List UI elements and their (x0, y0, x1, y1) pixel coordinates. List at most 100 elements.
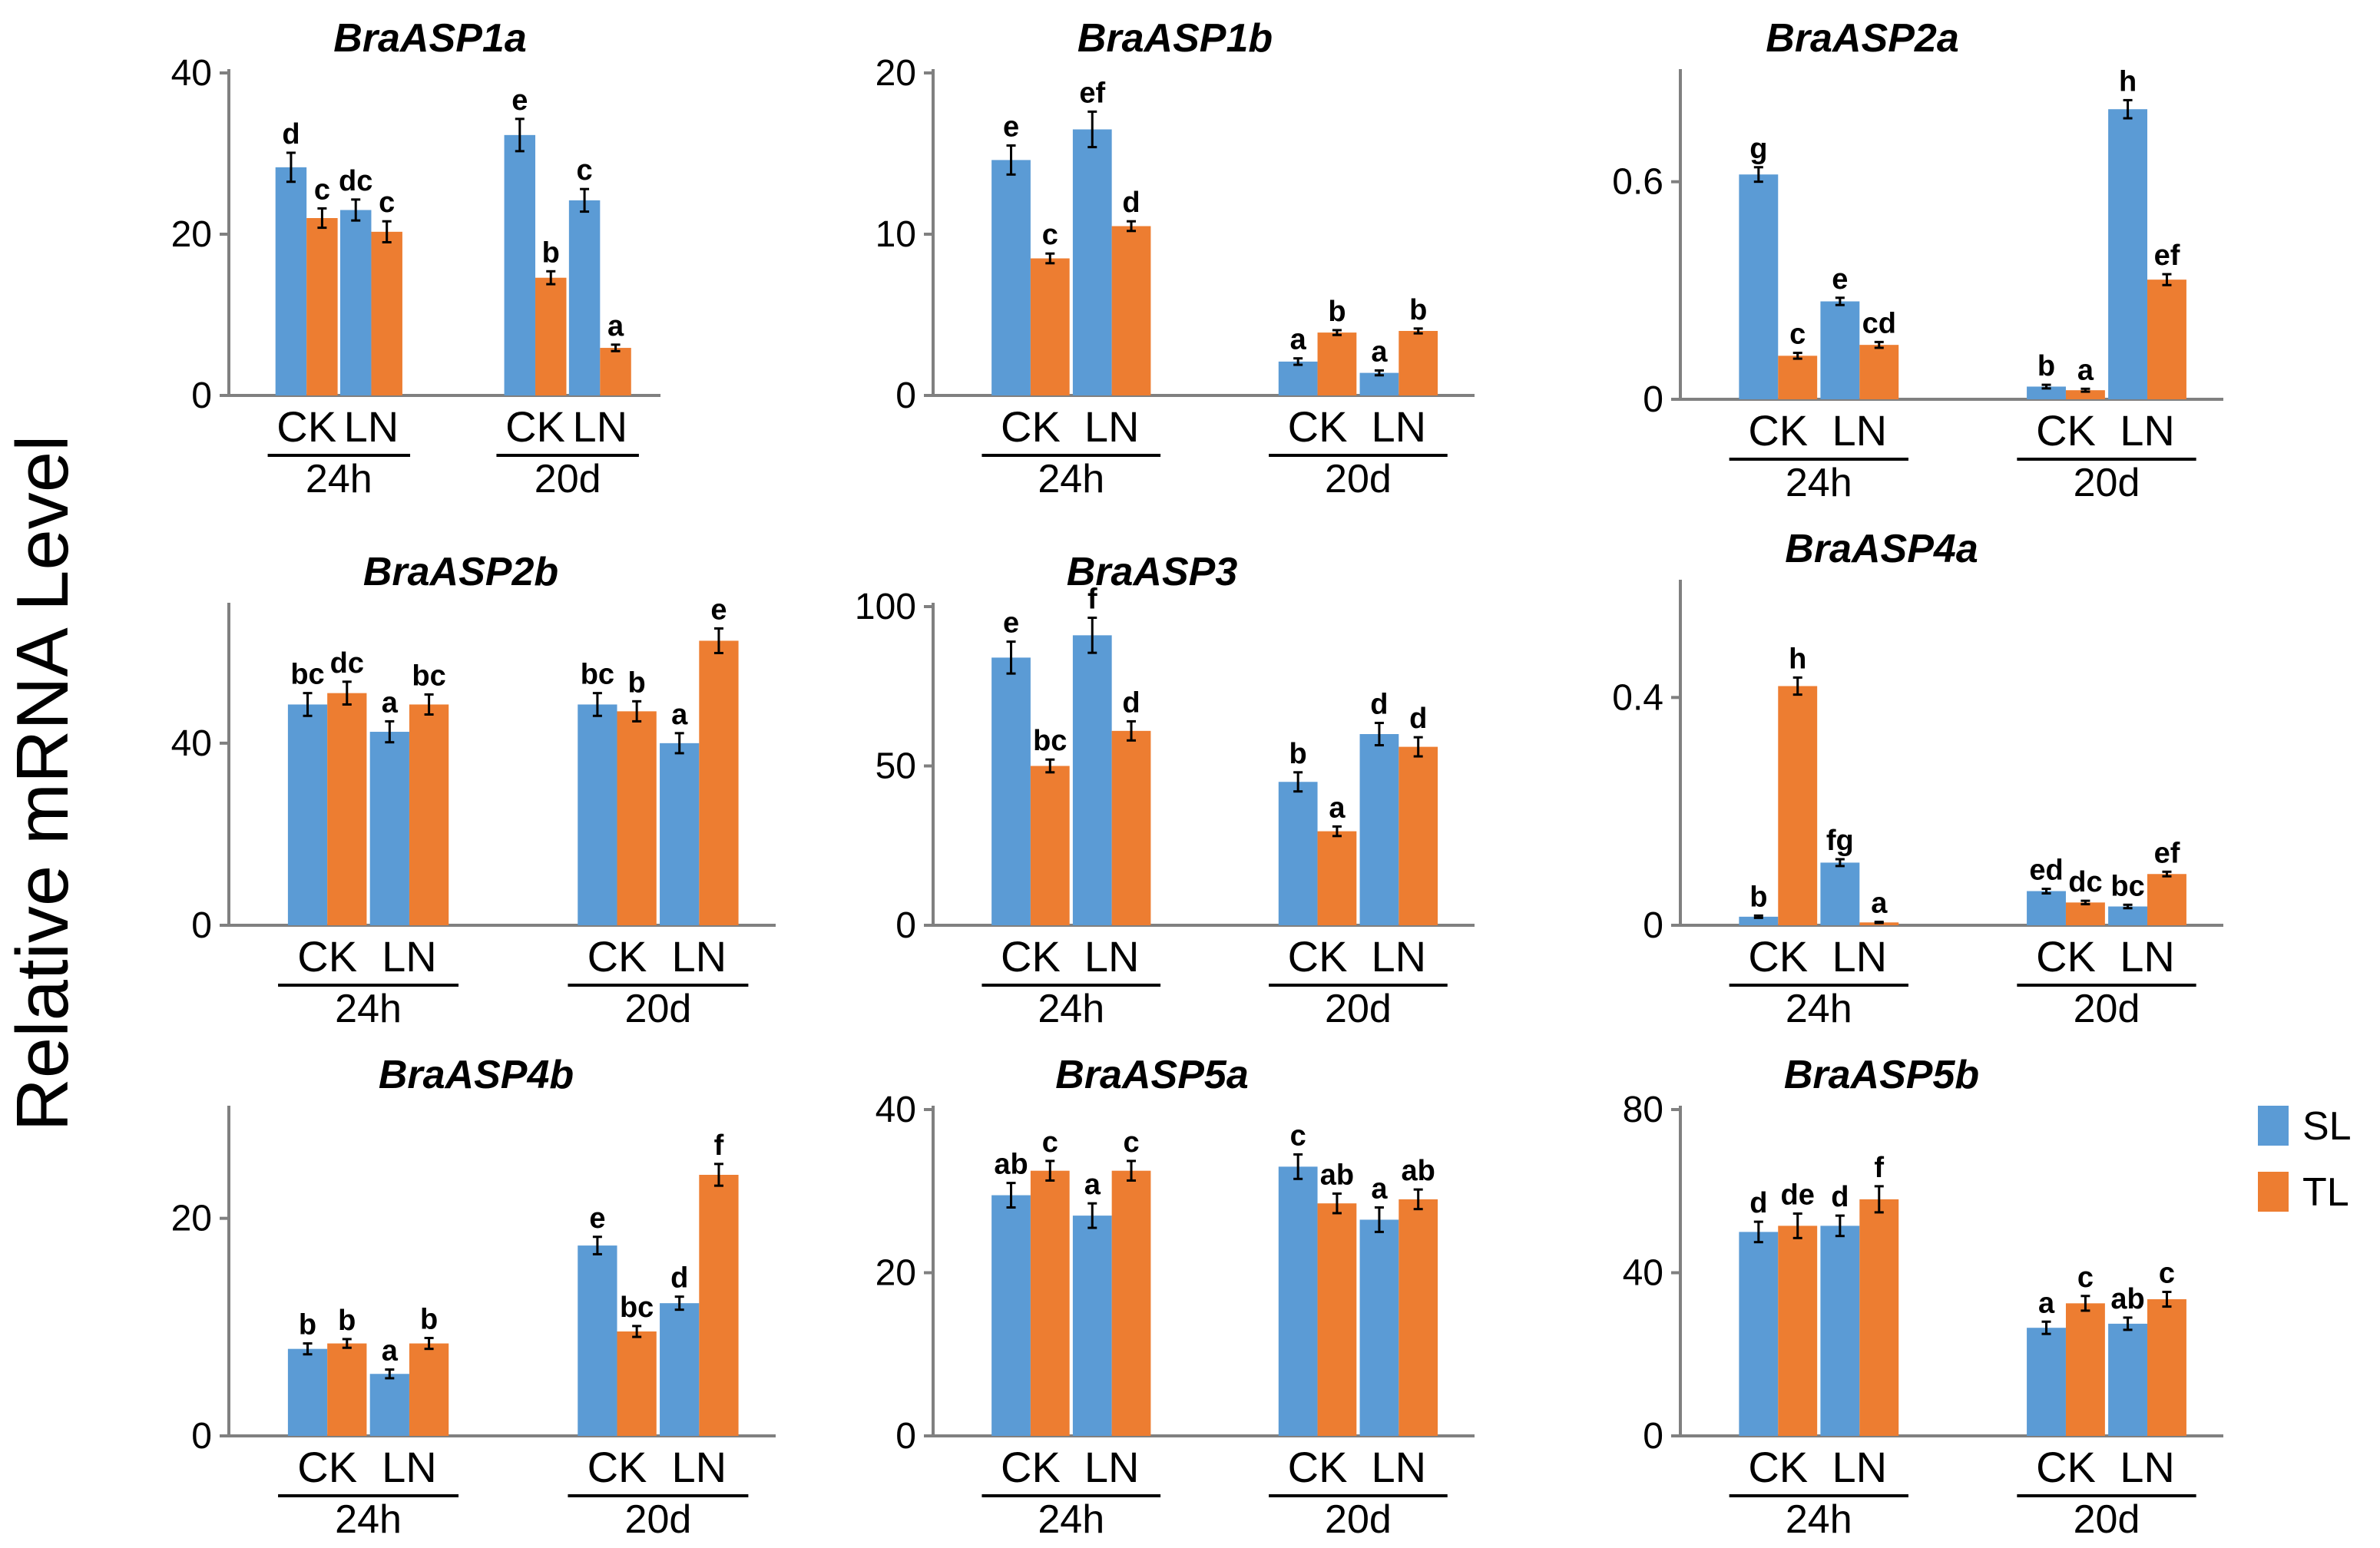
significance-letter: dc (339, 165, 372, 197)
category-label: CK (505, 402, 565, 451)
y-tick-label: 20 (876, 1253, 916, 1294)
bar-sl (275, 167, 307, 395)
significance-letter: b (420, 1304, 438, 1336)
panel-title: BraASP1a (333, 16, 526, 61)
significance-letter: a (1084, 1169, 1101, 1201)
bar-tl (535, 277, 567, 395)
time-group-label: 24h (1038, 987, 1104, 1031)
category-label: LN (672, 932, 727, 981)
time-group-label: 20d (1325, 987, 1392, 1031)
bar-sl (339, 210, 372, 395)
bar-tl (1030, 258, 1070, 395)
category-label: LN (1832, 932, 1888, 981)
bar-sl (1820, 301, 1860, 399)
bar-tl (1778, 686, 1818, 925)
panel-title: BraASP5a (1055, 1053, 1248, 1097)
bar-tl (1859, 345, 1899, 399)
category-label: CK (1748, 1443, 1808, 1491)
category-label: LN (344, 402, 399, 451)
y-tick-label: 0 (1643, 905, 1663, 946)
y-tick-label: 40 (876, 1090, 916, 1130)
significance-letter: bc (620, 1292, 654, 1324)
category-label: LN (382, 932, 437, 981)
bar-tl (327, 1343, 367, 1436)
bar-tl (306, 218, 338, 395)
bar-sl (1278, 782, 1318, 925)
legend-swatch-sl (2258, 1106, 2289, 1146)
category-label: LN (1084, 1443, 1140, 1491)
bar-sl (991, 657, 1031, 925)
significance-letter: de (1781, 1179, 1815, 1211)
y-tick-label: 50 (876, 746, 916, 787)
bar-sl (2027, 1328, 2066, 1436)
significance-letter: e (710, 594, 727, 626)
significance-letter: d (1122, 686, 1140, 719)
significance-letter: c (1123, 1126, 1139, 1159)
significance-letter: e (1003, 111, 1019, 144)
bar-tl (1778, 356, 1818, 399)
category-label: CK (1288, 402, 1348, 451)
significance-letter: b (628, 666, 646, 699)
category-label: LN (1372, 1443, 1427, 1491)
y-tick-label: 0.6 (1612, 162, 1663, 203)
bar-sl (1072, 635, 1112, 925)
significance-letter: e (1832, 263, 1848, 296)
significance-letter: ed (2029, 855, 2063, 887)
bar-tl (617, 1331, 657, 1436)
category-label: LN (573, 402, 628, 451)
legend-swatch-tl (2258, 1172, 2289, 1212)
time-group-label: 24h (1786, 461, 1852, 505)
panel-BraASP3: BraASP3 0 50 100 e f b d bc d a d CK LN CK LN 24h 20d (855, 550, 1475, 1031)
bar-tl (371, 231, 402, 395)
y-tick-label: 0 (895, 1416, 916, 1457)
significance-letter: bc (2110, 870, 2144, 902)
category-label: LN (2120, 1443, 2175, 1491)
bar-sl (1820, 1226, 1860, 1436)
legend-label: SL (2302, 1104, 2352, 1149)
panel-title: BraASP2a (1766, 16, 1958, 61)
bar-sl (287, 704, 328, 925)
category-label: LN (2120, 406, 2175, 455)
significance-letter: g (1749, 133, 1767, 165)
category-label: CK (297, 932, 357, 981)
y-tick-label: 0.4 (1612, 677, 1663, 718)
significance-letter: ef (2154, 240, 2180, 272)
category-label: CK (2036, 932, 2096, 981)
bar-sl (1739, 916, 1779, 925)
time-group-label: 20d (2074, 461, 2140, 505)
significance-letter: c (1042, 1126, 1058, 1159)
significance-letter: e (1003, 607, 1019, 640)
y-tick-label: 0 (191, 1416, 212, 1457)
significance-letter: bc (1033, 725, 1067, 757)
bar-sl (2027, 891, 2066, 925)
time-group-label: 24h (1038, 1497, 1104, 1542)
bar-sl (1359, 372, 1399, 395)
time-group-label: 24h (306, 457, 372, 501)
panel-title: BraASP4b (379, 1053, 574, 1097)
bar-tl (1859, 1199, 1899, 1436)
significance-letter: d (670, 1262, 688, 1295)
bar-tl (2065, 1303, 2105, 1436)
significance-letter: ab (1320, 1159, 1354, 1191)
significance-letter: c (1042, 219, 1058, 251)
bar-tl (1317, 332, 1357, 395)
category-label: CK (1288, 932, 1348, 981)
bar-sl (1820, 862, 1860, 925)
significance-letter: dc (330, 647, 364, 680)
significance-letter: c (379, 187, 395, 219)
category-label: CK (1001, 1443, 1061, 1491)
time-group-label: 24h (335, 987, 402, 1031)
bar-tl (1399, 1199, 1438, 1436)
bar-sl (504, 134, 536, 395)
category-label: CK (1288, 1443, 1348, 1491)
significance-letter: d (1409, 703, 1427, 735)
significance-letter: f (1874, 1152, 1884, 1184)
bar-tl (2065, 390, 2105, 399)
y-tick-label: 100 (855, 587, 916, 627)
time-group-label: 24h (1786, 1497, 1852, 1542)
significance-letter: c (1789, 319, 1806, 351)
bar-tl (1399, 331, 1438, 395)
